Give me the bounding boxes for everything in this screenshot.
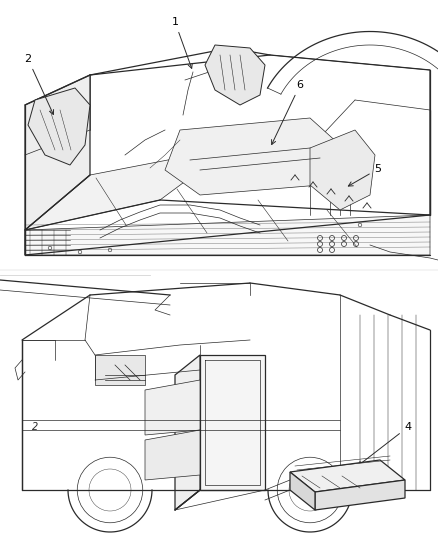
Polygon shape (290, 460, 405, 492)
Text: 4: 4 (358, 422, 412, 466)
Polygon shape (145, 380, 200, 435)
Polygon shape (25, 215, 430, 255)
Polygon shape (95, 355, 145, 385)
Polygon shape (175, 355, 200, 510)
Polygon shape (165, 118, 340, 195)
Polygon shape (28, 88, 90, 165)
Polygon shape (25, 148, 230, 230)
Polygon shape (315, 480, 405, 510)
Text: 2: 2 (32, 422, 38, 432)
Polygon shape (290, 472, 315, 510)
Polygon shape (310, 130, 375, 210)
Polygon shape (145, 430, 200, 480)
Polygon shape (25, 75, 90, 230)
Polygon shape (205, 45, 265, 105)
Text: 2: 2 (25, 54, 53, 115)
Polygon shape (200, 355, 265, 490)
Text: 1: 1 (172, 17, 192, 68)
Text: 5: 5 (348, 164, 381, 186)
Text: 6: 6 (272, 80, 304, 144)
